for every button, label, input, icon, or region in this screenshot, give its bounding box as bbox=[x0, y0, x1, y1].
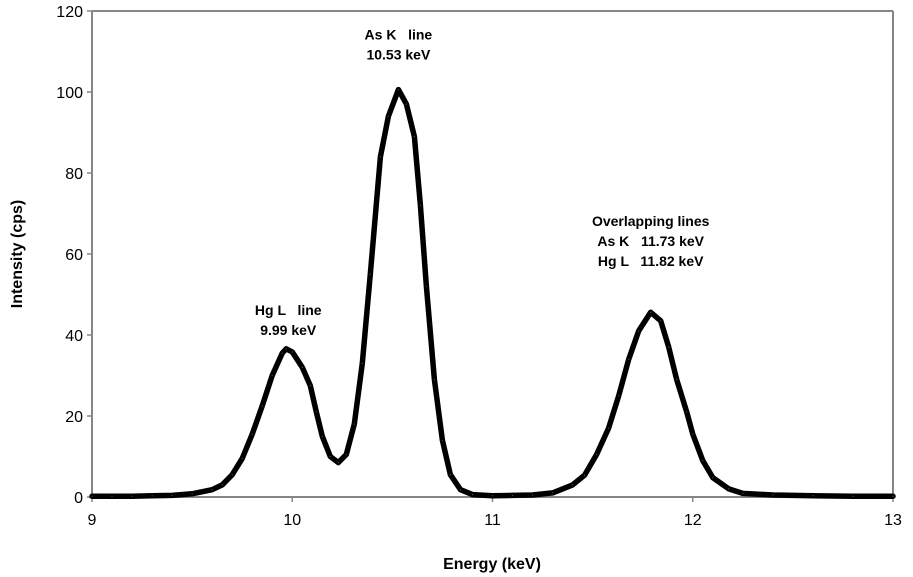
data-point bbox=[459, 489, 462, 491]
y-tick-label: 40 bbox=[65, 328, 83, 345]
data-point bbox=[301, 366, 303, 368]
data-point bbox=[772, 494, 774, 496]
x-tick-label: 10 bbox=[283, 512, 301, 529]
data-point bbox=[379, 156, 381, 158]
data-point bbox=[191, 493, 193, 495]
x-axis-title: Energy (keV) bbox=[443, 556, 541, 573]
data-point bbox=[419, 204, 421, 206]
data-point bbox=[231, 474, 233, 476]
data-point bbox=[584, 474, 586, 476]
data-point bbox=[728, 488, 730, 490]
data-point bbox=[892, 495, 894, 497]
data-point bbox=[812, 495, 814, 497]
data-point bbox=[491, 495, 494, 497]
data-point bbox=[285, 348, 287, 350]
x-tick-label: 11 bbox=[484, 512, 501, 529]
data-point bbox=[425, 285, 427, 287]
data-point bbox=[852, 495, 854, 497]
data-point bbox=[638, 330, 640, 332]
data-point bbox=[413, 136, 415, 138]
data-point bbox=[221, 484, 223, 486]
annotation-label: Overlapping lines bbox=[592, 213, 710, 229]
data-point bbox=[91, 495, 93, 497]
data-point bbox=[345, 453, 347, 456]
y-tick-label: 60 bbox=[65, 247, 83, 264]
data-point bbox=[668, 346, 670, 348]
data-point bbox=[702, 460, 704, 462]
ticks: 0 20 40 60 80 100 120 9 10 11 12 13 bbox=[56, 4, 902, 529]
data-point bbox=[742, 492, 744, 494]
data-point bbox=[660, 320, 662, 322]
data-point bbox=[337, 462, 339, 464]
data-point bbox=[321, 435, 323, 437]
y-axis-title: Intensity (cps) bbox=[9, 200, 26, 308]
annotation-label: Hg L 11.82 keV bbox=[598, 253, 704, 269]
data-point bbox=[676, 379, 678, 381]
annotation-label: As K 11.73 keV bbox=[597, 233, 704, 249]
data-point bbox=[281, 352, 283, 354]
y-tick-label: 80 bbox=[65, 166, 83, 183]
data-point bbox=[309, 385, 311, 387]
annotation-label: Hg L line bbox=[255, 302, 322, 318]
data-point bbox=[628, 358, 630, 360]
data-point bbox=[271, 374, 273, 377]
data-point bbox=[361, 362, 363, 364]
data-point bbox=[251, 433, 253, 435]
data-point bbox=[151, 495, 153, 497]
annotation-label: 9.99 keV bbox=[260, 322, 317, 338]
data-point bbox=[712, 477, 714, 479]
data-point bbox=[471, 494, 474, 496]
data-point bbox=[441, 439, 443, 441]
data-point bbox=[531, 494, 534, 496]
data-point bbox=[315, 411, 317, 413]
data-point bbox=[291, 351, 293, 353]
data-point bbox=[692, 433, 694, 435]
data-point bbox=[608, 427, 610, 429]
x-tick-label: 13 bbox=[884, 512, 902, 529]
annotation-label: 10.53 keV bbox=[366, 47, 430, 63]
data-point bbox=[131, 495, 133, 497]
data-point bbox=[397, 89, 399, 91]
annotation-label: As K line bbox=[365, 27, 433, 43]
plot-area bbox=[92, 11, 893, 497]
data-point bbox=[596, 453, 598, 456]
data-point bbox=[433, 379, 435, 381]
data-point bbox=[511, 494, 514, 496]
data-point bbox=[618, 395, 620, 397]
data-point bbox=[686, 411, 688, 413]
data-point bbox=[387, 115, 389, 117]
y-tick-label: 0 bbox=[74, 490, 83, 507]
data-point bbox=[261, 405, 263, 407]
data-point bbox=[353, 423, 355, 425]
data-point bbox=[329, 455, 331, 458]
data-point bbox=[405, 103, 407, 105]
data-point bbox=[171, 494, 173, 496]
data-point bbox=[449, 474, 451, 476]
y-tick-label: 20 bbox=[65, 409, 83, 426]
y-tick-label: 100 bbox=[56, 85, 83, 102]
data-point bbox=[572, 484, 574, 486]
data-point bbox=[241, 457, 243, 460]
data-point bbox=[650, 311, 652, 313]
annotations: As K line 10.53 keV Hg L line 9.99 keV Overl… bbox=[255, 27, 710, 338]
x-tick-label: 9 bbox=[88, 512, 97, 529]
data-point bbox=[369, 273, 371, 275]
y-tick-label: 120 bbox=[56, 4, 83, 21]
data-point bbox=[111, 495, 113, 497]
x-tick-label: 12 bbox=[684, 512, 702, 529]
series-layer bbox=[89, 86, 896, 499]
data-point bbox=[211, 489, 213, 491]
data-point bbox=[552, 492, 554, 494]
